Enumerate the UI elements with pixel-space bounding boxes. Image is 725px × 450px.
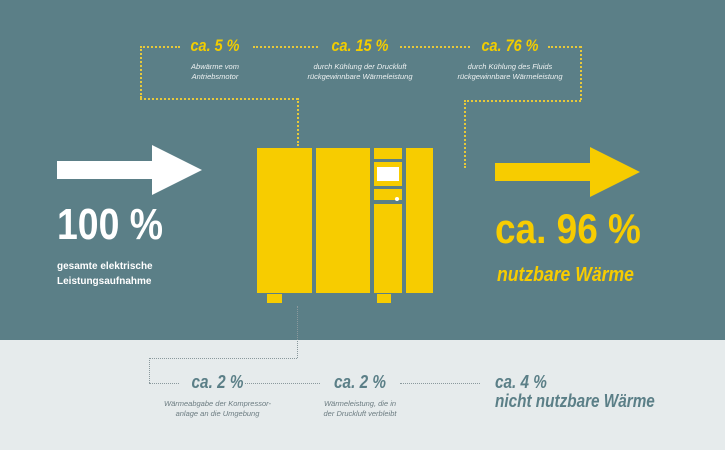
display-screen [377, 167, 399, 181]
percentage: ca. 15 % [331, 36, 389, 55]
connector-line [297, 306, 298, 358]
description: durch Kühlung des Fluids [467, 62, 553, 71]
connector-line [464, 100, 581, 102]
connector-line [149, 358, 297, 359]
input-percentage: 100 % [57, 200, 164, 249]
description: rückgewinnbare Wärmeleistung [457, 72, 563, 81]
connector-line [245, 383, 320, 384]
connector-line [400, 46, 470, 48]
connector-line [297, 98, 299, 146]
loss-total-label: nicht nutzbare Wärme [495, 391, 655, 411]
output-label: nutzbare Wärme [497, 264, 634, 286]
loss-environment: ca. 2 % Wärmeabgabe der Kompressor-anlag… [150, 372, 285, 419]
input-label: gesamte elektrische Leistungsaufnahme [57, 261, 153, 287]
connector-line [464, 100, 466, 168]
description: durch Kühlung der Druckluft [313, 62, 407, 71]
connector-line [149, 358, 150, 383]
description: rückgewinnbare Wärmeleistung [307, 72, 413, 81]
connector-line [140, 98, 298, 100]
loss-compressed-air: ca. 2 % Wärmeleistung, die in der Drucklu… [305, 372, 415, 419]
connector-line [140, 46, 180, 48]
loss-total: ca. 4 % nicht nutzbare Wärme [495, 372, 683, 412]
description: der Druckluft verbleibt [323, 409, 397, 418]
description: Antriebsmotor [191, 72, 239, 81]
percentage: ca. 2 % [334, 372, 386, 392]
connector-line [253, 46, 318, 48]
recovered-fluid: ca. 76 % durch Kühlung des Fluids rückgew… [440, 36, 580, 82]
percentage: ca. 2 % [191, 372, 244, 392]
connector-line [400, 383, 480, 384]
connector-line [149, 383, 179, 384]
percentage: ca. 5 % [190, 36, 240, 55]
output-percentage: ca. 96 % [495, 205, 641, 252]
arrow-right-icon [57, 145, 202, 195]
description: Abwärme vom [191, 62, 239, 71]
description: Wärmeabgabe der Kompressor- [164, 399, 271, 408]
description: anlage an die Umgebung [175, 409, 260, 418]
recovered-compressed-air: ca. 15 % durch Kühlung der Druckluft rück… [290, 36, 430, 82]
description: Wärmeleistung, die in [323, 399, 397, 408]
connector-line [548, 46, 581, 48]
percentage: ca. 76 % [481, 36, 539, 55]
connector-line [140, 46, 142, 98]
arrow-right-icon [495, 147, 640, 197]
recovered-motor: ca. 5 % Abwärme vom Antriebsmotor [150, 36, 280, 82]
percentage: ca. 4 % [495, 372, 547, 392]
connector-line [580, 46, 582, 100]
